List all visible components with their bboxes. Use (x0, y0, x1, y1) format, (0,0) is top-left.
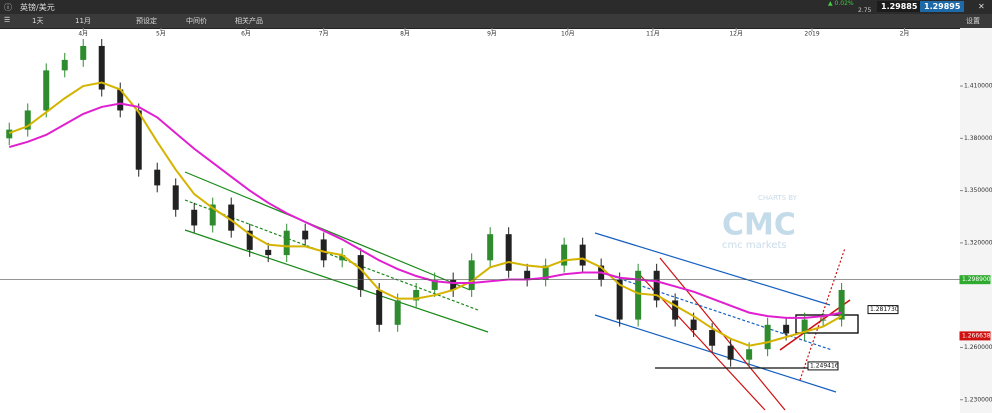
x-tick-label: 7月 (319, 31, 329, 38)
y-tick-label: 1.380000 (964, 135, 992, 142)
candle-body (394, 300, 401, 325)
candle-body (209, 204, 216, 226)
candle-body (487, 234, 494, 261)
candle-body (135, 110, 142, 170)
chart: CHARTS BY CMC cmc markets 1.410000 1.3800… (0, 28, 992, 413)
price-label-box (959, 331, 991, 341)
y-tick-label: 1.350000 (964, 187, 992, 194)
price-label: 1.249416 (810, 362, 839, 369)
x-tick-label: 9月 (487, 31, 497, 38)
candle-body (690, 319, 697, 331)
x-tick-label: 11月 (646, 31, 660, 38)
candle-body (450, 279, 457, 290)
price-label: 1.281730 (870, 306, 899, 313)
x-tick-label: 4月 (78, 31, 88, 38)
toolbar: ☰ 1天 11月 预设定 中间价 相关产品 设置 (0, 14, 992, 29)
y-tick-label: 1.260000 (964, 344, 992, 351)
candle-body (746, 349, 753, 360)
watermark-top: CHARTS BY (758, 194, 798, 202)
candle-body (80, 45, 87, 60)
sell-price[interactable]: 1.29885 (877, 1, 922, 12)
candle-body (579, 244, 586, 266)
candle-body (783, 324, 790, 334)
candle-body (376, 289, 383, 325)
candle-body (339, 255, 346, 261)
top-bar: ⓘ 英镑/美元 ▲ 0.02% 2.75 1.29885 1.29895 ✕ (0, 0, 992, 14)
candle-body (246, 230, 253, 250)
price-label: 1.266638 (962, 332, 991, 339)
candle-body (468, 260, 475, 290)
settings[interactable]: 设置 (966, 17, 980, 25)
price-label-box (807, 361, 839, 371)
spread: 2.75 (858, 7, 872, 14)
candle-body (117, 89, 124, 111)
candle-body (561, 244, 568, 266)
y-tick-label: 1.410000 (964, 83, 992, 90)
x-tick-label: 5月 (156, 31, 166, 38)
month[interactable]: 11月 (75, 17, 91, 25)
candle-body (6, 129, 13, 139)
candle-body (672, 300, 679, 320)
x-tick-label: 8月 (400, 31, 410, 38)
price-axis (960, 28, 992, 413)
x-tick-label: 2月 (900, 31, 910, 38)
candle-body (820, 319, 827, 321)
buy-price[interactable]: 1.29895 (920, 1, 965, 12)
related[interactable]: 相关产品 (235, 17, 263, 25)
candle-body (635, 270, 642, 320)
candle-body (357, 255, 364, 290)
x-tick-label: 6月 (241, 31, 251, 38)
watermark-logo: CMC (722, 208, 796, 243)
candle-body (154, 169, 161, 186)
candle-body (24, 110, 31, 130)
candle-body (320, 239, 327, 261)
candle-body (43, 70, 50, 111)
symbol: 英镑/美元 (20, 3, 55, 12)
candle-body (265, 249, 272, 256)
x-tick-label: 12月 (729, 31, 743, 38)
moving-average (8, 102, 842, 319)
candle-body (505, 234, 512, 271)
candle-body (838, 289, 845, 320)
candle-body (524, 270, 531, 280)
menu-icon[interactable]: ☰ (4, 16, 11, 24)
candle-body (764, 324, 771, 350)
info-icon[interactable]: ⓘ (4, 3, 12, 12)
change: ▲ 0.02% (828, 0, 854, 7)
timeframe[interactable]: 1天 (32, 17, 44, 25)
candle-body (653, 270, 660, 301)
preset[interactable]: 预设定 (136, 17, 157, 25)
candle-body (61, 59, 68, 71)
watermark-bottom: cmc markets (722, 240, 787, 251)
candle-body (302, 230, 309, 240)
candle-body (709, 330, 716, 346)
y-tick-label: 1.320000 (964, 239, 992, 246)
x-tick-label: 10月 (561, 31, 575, 38)
price-type[interactable]: 中间价 (186, 17, 207, 25)
candle-body (542, 265, 549, 280)
price-label-box (867, 305, 899, 315)
price-label: 1.298900 (962, 276, 991, 283)
x-tick-label: 2019 (804, 31, 819, 38)
candle-body (98, 45, 105, 90)
candle-body (616, 279, 623, 320)
candle-body (172, 185, 179, 210)
candle-body (431, 279, 438, 290)
candle-body (727, 345, 734, 360)
candle-body (191, 209, 198, 226)
price-label-box (959, 275, 991, 285)
moving-average (8, 81, 843, 347)
candle-body (801, 319, 808, 334)
candle-body (228, 204, 235, 231)
close-icon[interactable]: ✕ (978, 2, 985, 11)
y-tick-label: 1.230000 (964, 396, 992, 403)
candle-body (283, 230, 290, 256)
candle-body (413, 289, 420, 301)
